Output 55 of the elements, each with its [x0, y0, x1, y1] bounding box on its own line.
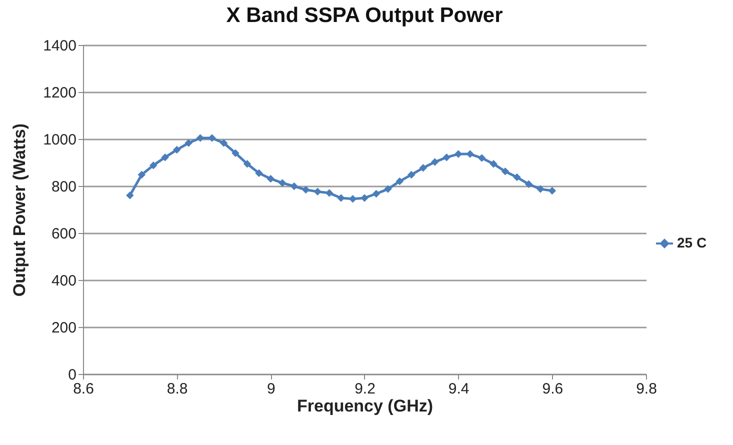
point: [490, 160, 498, 168]
point: [431, 158, 439, 166]
point: [466, 150, 474, 158]
point: [396, 177, 404, 186]
point: [360, 194, 368, 202]
point: [161, 153, 169, 162]
point: [442, 153, 450, 162]
point: [372, 190, 380, 198]
point: [243, 160, 252, 168]
point: [150, 161, 158, 170]
point: [325, 189, 334, 197]
point: [536, 185, 544, 193]
point: [138, 170, 146, 179]
point: [408, 170, 416, 179]
x-tick-label: 9.8: [636, 380, 657, 398]
x-tick-label: 8.6: [73, 380, 94, 398]
point: [454, 150, 462, 158]
point: [419, 164, 428, 172]
y-tick-label: 400: [51, 272, 76, 290]
x-tick-label: 9: [266, 380, 276, 398]
point: [278, 179, 286, 187]
point: [232, 149, 240, 157]
point: [524, 180, 533, 188]
y-tick-label: 0: [68, 366, 76, 384]
point: [266, 174, 275, 183]
y-tick-label: 1400: [43, 38, 76, 54]
y-tick-label: 600: [51, 226, 76, 242]
y-tick-label: 800: [51, 178, 76, 196]
point: [172, 146, 181, 154]
point: [290, 182, 298, 190]
x-axis-title: Frequency (GHz): [296, 396, 434, 416]
point: [548, 186, 556, 195]
x-tick-label: 9.2: [354, 380, 376, 398]
x-tick-label: 9.6: [542, 380, 564, 398]
point: [478, 154, 486, 162]
legend-label: 25 C: [677, 234, 707, 250]
x-tick-label: 8.8: [166, 380, 188, 398]
y-tick-label: 1000: [43, 132, 76, 148]
point: [126, 192, 134, 200]
point: [184, 139, 192, 147]
point: [255, 169, 263, 177]
chart-title: X Band SSPA Output Power: [226, 4, 503, 27]
y-axis-title: Output Power (Watts): [10, 123, 30, 297]
x-tick-label: 9.4: [448, 380, 470, 398]
point: [314, 188, 322, 196]
point: [501, 168, 510, 176]
point: [384, 185, 392, 193]
y-tick-label: 1200: [43, 84, 76, 102]
point: [302, 186, 310, 194]
point: [208, 134, 216, 142]
point: [513, 173, 521, 182]
y-tick-label: 200: [51, 320, 76, 336]
point: [220, 139, 228, 147]
point: [337, 194, 345, 202]
point: [348, 195, 357, 203]
